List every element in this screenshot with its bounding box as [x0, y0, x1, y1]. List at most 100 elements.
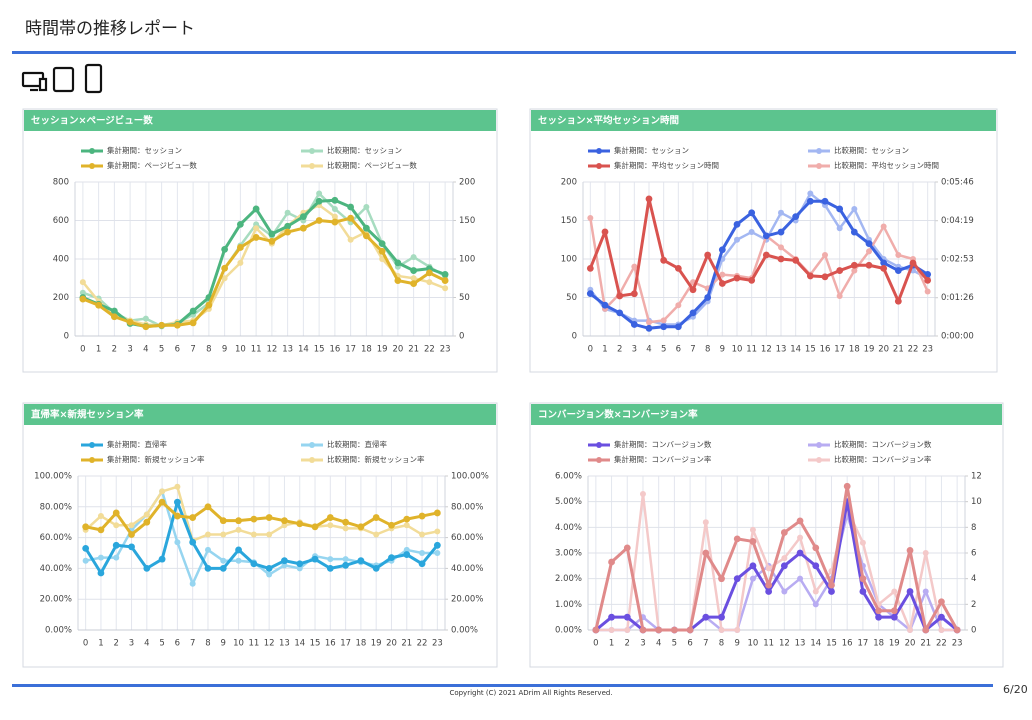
x-tick-label: 13 — [795, 639, 806, 649]
legend-label: 集計期間：セッション — [614, 145, 689, 155]
x-tick-label: 22 — [424, 345, 435, 355]
x-tick-label: 10 — [235, 345, 246, 355]
series-point — [347, 236, 354, 243]
series-point — [379, 256, 386, 262]
series-point — [95, 301, 103, 309]
x-tick-label: 17 — [345, 345, 356, 355]
device-icons — [21, 63, 103, 94]
series-point — [702, 519, 709, 526]
series-point — [143, 565, 151, 572]
x-tick-label: 4 — [144, 639, 149, 649]
series-point — [204, 546, 211, 553]
series-point — [173, 321, 181, 329]
series-point — [586, 290, 594, 298]
series-point — [749, 526, 756, 533]
legend-swatch — [309, 148, 315, 154]
x-tick-label: 10 — [732, 345, 743, 355]
x-tick-label: 15 — [826, 639, 837, 649]
series-point — [924, 288, 931, 295]
panel-title: 直帰率×新規セッション率 — [31, 409, 144, 421]
series-point — [851, 267, 858, 274]
series-point — [394, 277, 402, 284]
series-point — [296, 520, 304, 528]
panel-header — [531, 404, 1002, 425]
series-point — [299, 213, 307, 221]
y-tick-label: 6.00% — [555, 472, 582, 482]
series-point — [403, 551, 411, 558]
series-point — [79, 289, 86, 296]
panel-title: セッション×ページビュー数 — [31, 115, 153, 127]
series-point — [765, 581, 773, 589]
series-point — [630, 290, 638, 298]
y-tick-label: 200 — [561, 178, 577, 188]
series-point — [953, 626, 961, 634]
series-point — [792, 256, 800, 264]
y2-tick-label: 0 — [459, 332, 464, 342]
series-point — [777, 228, 785, 236]
series-point — [718, 280, 726, 287]
series-point — [173, 512, 181, 520]
x-tick-label: 8 — [205, 639, 210, 649]
series-point — [219, 565, 227, 572]
series-point — [780, 529, 788, 536]
x-tick-label: 4 — [646, 345, 651, 355]
x-tick-label: 0 — [83, 639, 88, 649]
series-point — [296, 560, 304, 568]
series-point — [748, 276, 756, 284]
x-tick-label: 16 — [329, 345, 340, 355]
series-point — [347, 203, 355, 211]
series-point — [388, 521, 395, 529]
series-point — [894, 267, 902, 274]
series-point — [821, 197, 829, 205]
y2-tick-label: 4 — [971, 574, 976, 584]
y2-tick-label: 200 — [459, 178, 475, 188]
panel-title: セッション×平均セッション時間 — [538, 115, 679, 127]
series-point — [660, 317, 667, 324]
series-point — [922, 550, 929, 556]
series-point — [734, 627, 741, 633]
x-tick-label: 5 — [672, 639, 677, 649]
y-tick-label: 0.00% — [555, 626, 582, 636]
legend-swatch — [596, 148, 602, 154]
series-point — [327, 556, 334, 563]
y2-tick-label: 0:00:00 — [941, 332, 974, 342]
y2-tick-label: 0:05:46 — [941, 178, 974, 188]
series-point — [253, 225, 260, 232]
legend-swatch — [816, 457, 822, 463]
series-point — [331, 218, 339, 226]
x-tick-label: 7 — [190, 639, 195, 649]
legend-swatch — [816, 442, 822, 448]
series-point — [410, 275, 417, 282]
x-tick-label: 13 — [282, 345, 293, 355]
legend-label: 比較期間：コンバージョン率 — [834, 454, 932, 464]
x-tick-label: 4 — [143, 345, 148, 355]
panel-header — [24, 404, 496, 425]
series-point — [265, 514, 273, 521]
series-point — [265, 565, 273, 572]
x-tick-label: 3 — [127, 345, 132, 355]
series-point — [778, 209, 784, 216]
y-tick-label: 150 — [561, 216, 577, 226]
x-tick-label: 9 — [221, 639, 226, 649]
series-point — [616, 292, 624, 300]
series-point — [880, 259, 888, 267]
series-point — [296, 565, 303, 572]
x-tick-label: 23 — [440, 345, 451, 355]
y-tick-label: 600 — [53, 216, 69, 226]
x-tick-label: 21 — [893, 345, 904, 355]
x-tick-label: 18 — [873, 639, 884, 649]
x-tick-label: 20 — [905, 639, 916, 649]
y-tick-label: 800 — [53, 178, 69, 188]
series-point — [250, 515, 258, 523]
series-point — [822, 251, 828, 258]
series-point — [189, 514, 197, 521]
x-tick-label: 10 — [233, 639, 244, 649]
x-tick-label: 14 — [298, 345, 309, 355]
series-point — [235, 517, 242, 525]
series-point — [82, 523, 90, 531]
series-point — [828, 588, 835, 595]
series-point — [623, 544, 631, 552]
series-point — [219, 517, 227, 525]
legend-swatch — [596, 442, 602, 448]
legend-label: 比較期間：直帰率 — [327, 439, 387, 449]
